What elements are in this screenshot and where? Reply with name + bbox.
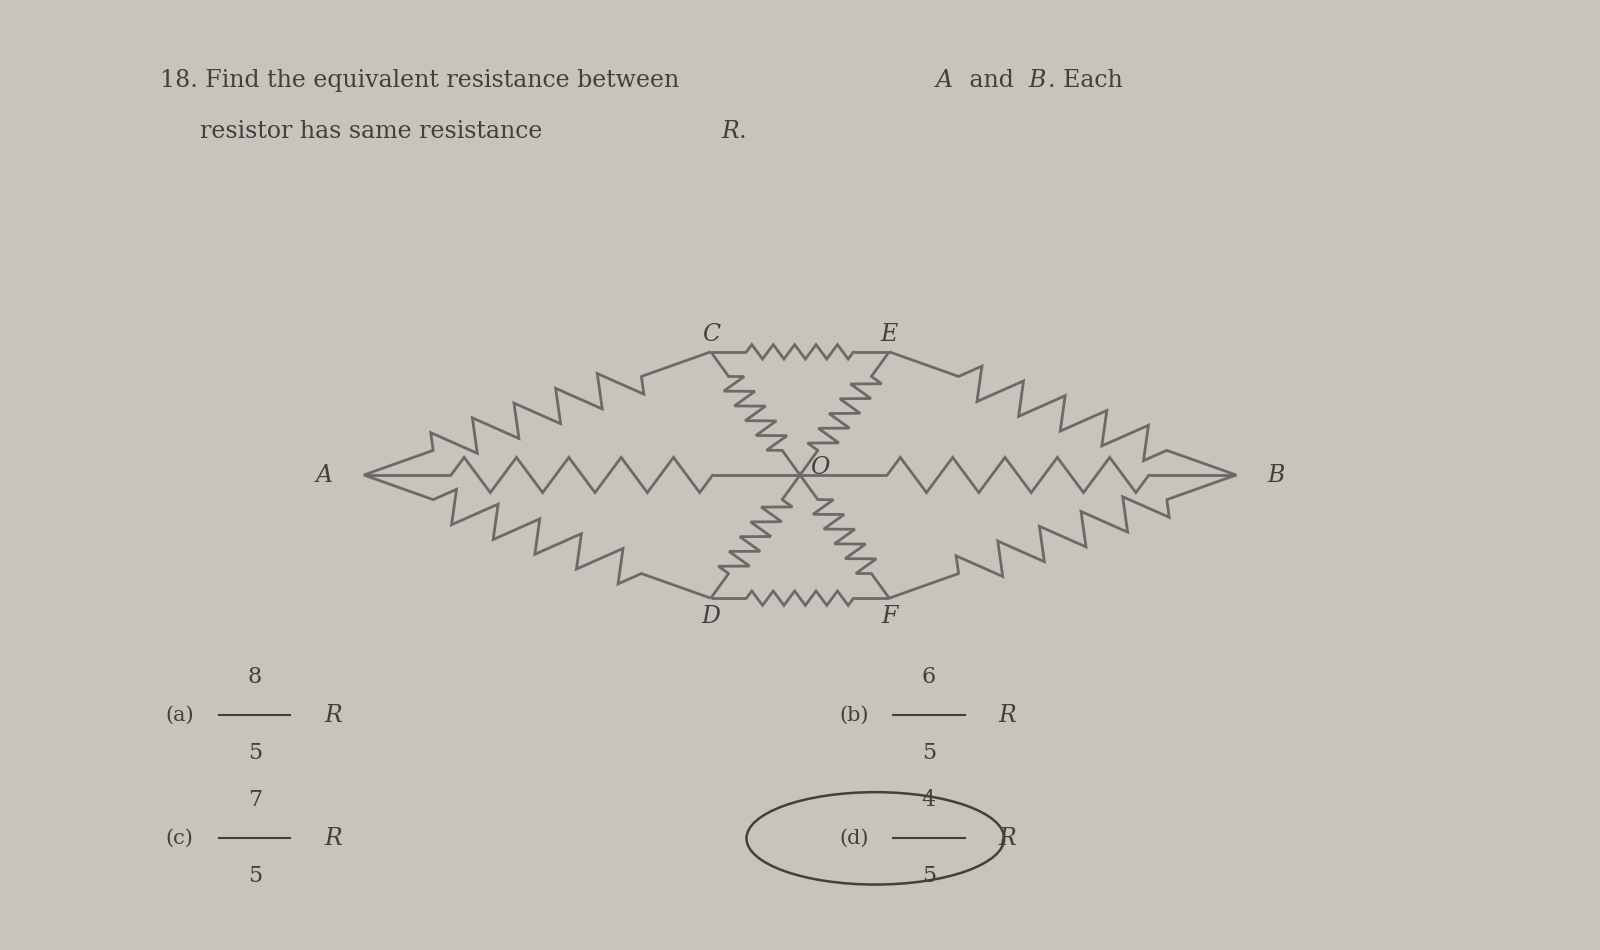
Text: .: . [739, 120, 747, 142]
Text: E: E [880, 323, 898, 346]
Text: 5: 5 [922, 742, 936, 765]
Text: D: D [701, 605, 720, 628]
Text: 8: 8 [248, 666, 262, 688]
Text: R: R [998, 826, 1016, 850]
Text: (d): (d) [840, 828, 869, 847]
Text: . Each: . Each [1048, 69, 1123, 92]
Text: and: and [962, 69, 1021, 92]
Text: R: R [325, 704, 342, 727]
Text: R: R [325, 826, 342, 850]
Text: R: R [998, 704, 1016, 727]
Text: R: R [722, 120, 739, 142]
Text: 18. Find the equivalent resistance between: 18. Find the equivalent resistance betwe… [160, 69, 686, 92]
Text: (b): (b) [840, 706, 869, 725]
Text: 5: 5 [248, 742, 262, 765]
Text: (c): (c) [165, 828, 194, 847]
Text: A: A [315, 464, 333, 486]
Text: (a): (a) [165, 706, 194, 725]
Text: 4: 4 [922, 789, 936, 811]
Text: 6: 6 [922, 666, 936, 688]
Text: C: C [702, 323, 720, 346]
Text: B: B [1267, 464, 1285, 486]
Text: resistor has same resistance: resistor has same resistance [200, 120, 550, 142]
Text: 5: 5 [922, 865, 936, 887]
Text: 7: 7 [248, 789, 262, 811]
Text: O: O [810, 456, 829, 479]
Text: A: A [936, 69, 954, 92]
Text: B: B [1029, 69, 1046, 92]
Text: F: F [882, 605, 898, 628]
Text: 5: 5 [248, 865, 262, 887]
